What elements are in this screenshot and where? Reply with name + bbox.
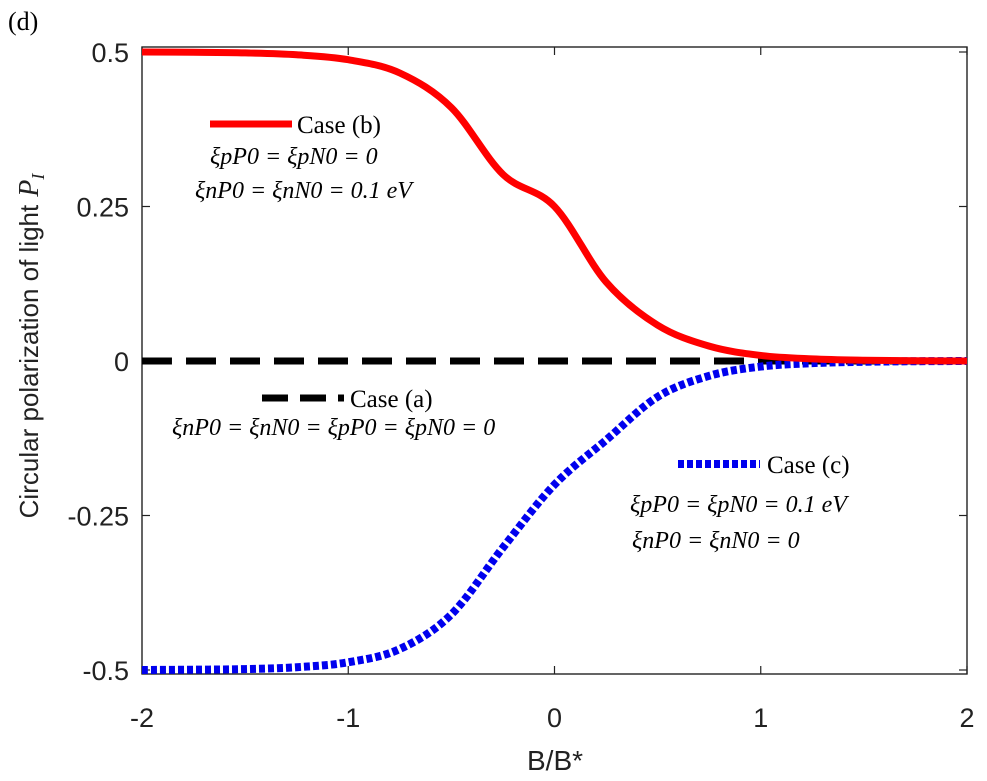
- series-layer: [141, 48, 968, 674]
- x-tick-label: 2: [959, 703, 974, 733]
- y-axis-label-subscript: I: [28, 173, 48, 181]
- panel-label: (d): [8, 7, 38, 36]
- legend-label-case-a: Case (a): [350, 386, 433, 413]
- x-tick-label: 0: [547, 703, 562, 733]
- y-axis-label-text: Circular polarization of light: [14, 204, 44, 518]
- x-axis-label: B/B*: [527, 745, 583, 776]
- legend-formula-case-c-1: ξpP0 = ξpN0 = 0.1 eV: [630, 492, 849, 518]
- x-tick-label: -2: [130, 703, 154, 733]
- y-tick-label: -0.25: [67, 502, 129, 532]
- legend-formula-case-a-1: ξnP0 = ξnN0 = ξpP0 = ξpN0 = 0: [172, 415, 495, 441]
- tick-labels: -2 -1 0 1 2 0.5 0.25 0 -0.25 -0.5: [67, 38, 974, 733]
- legend-case-b: Case (b) ξpP0 = ξpN0 = 0 ξnP0 = ξnN0 = 0…: [195, 112, 414, 204]
- x-tick-label: -1: [336, 703, 360, 733]
- y-axis-label-symbol: P: [14, 180, 45, 198]
- legend-formula-case-b-1: ξpP0 = ξpN0 = 0: [210, 144, 378, 170]
- y-tick-label: 0.5: [91, 38, 129, 68]
- legend-case-a: Case (a) ξnP0 = ξnN0 = ξpP0 = ξpN0 = 0: [172, 386, 495, 441]
- legend-formula-case-c-2: ξnP0 = ξnN0 = 0: [632, 528, 800, 554]
- legend-label-case-c: Case (c): [767, 452, 850, 479]
- series-line-case-b: [141, 48, 968, 365]
- series-line-case-c: [141, 357, 968, 674]
- y-axis-label: Circular polarization of light PI: [14, 173, 48, 519]
- legend-formula-case-b-2: ξnP0 = ξnN0 = 0.1 eV: [195, 178, 414, 204]
- x-tick-label: 1: [753, 703, 768, 733]
- legend-label-case-b: Case (b): [297, 112, 381, 139]
- y-tick-label: 0.25: [76, 193, 129, 223]
- y-tick-label: 0: [114, 347, 129, 377]
- y-tick-label: -0.5: [82, 656, 129, 686]
- legend-case-c: Case (c) ξpP0 = ξpN0 = 0.1 eV ξnP0 = ξnN…: [630, 452, 850, 554]
